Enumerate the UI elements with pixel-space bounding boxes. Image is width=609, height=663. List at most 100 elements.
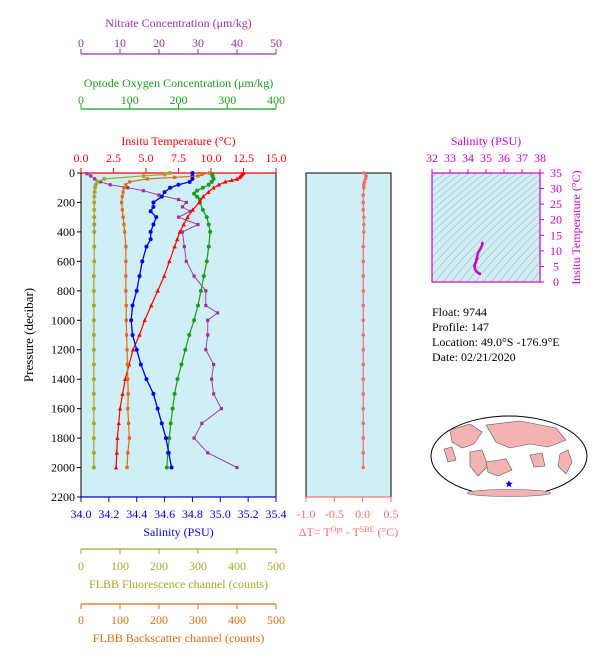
delta-point xyxy=(362,222,366,227)
nitrate-tick-label: 50 xyxy=(270,36,282,50)
oxygen-point xyxy=(200,207,205,212)
nitrate-point xyxy=(204,303,208,308)
ts-temperature-title: Insitu Temperature (°C) xyxy=(569,170,583,284)
isopycnal-line xyxy=(442,186,540,282)
ts-salinity-tick-label: 34 xyxy=(462,151,474,165)
fluorescence-point xyxy=(91,333,96,337)
salinity-point xyxy=(130,303,135,308)
backscatter-point xyxy=(126,377,130,381)
temperature-point xyxy=(130,347,136,352)
backscatter-point xyxy=(121,190,125,194)
backscatter-tick-label: 400 xyxy=(228,613,246,627)
ts-temperature-tick-label: 15 xyxy=(550,228,562,242)
delta-point xyxy=(362,215,366,219)
fluorescence-point xyxy=(93,185,98,190)
oxygen-point xyxy=(164,465,169,470)
oxygen-point xyxy=(206,244,211,249)
fluorescence-axis-title: FLBB Fluorescence channel (counts) xyxy=(89,577,268,591)
salinity-point xyxy=(151,200,156,205)
temperature-point xyxy=(201,194,206,199)
delta-point xyxy=(361,274,366,278)
nitrate-tick-label: 30 xyxy=(192,36,204,50)
map-land xyxy=(443,446,457,463)
backscatter-point xyxy=(126,392,130,396)
oxygen-point xyxy=(201,274,206,279)
pressure-tick-label: 1000 xyxy=(51,313,75,327)
backscatter-point xyxy=(125,465,129,470)
map-land xyxy=(485,458,513,477)
isopycnal-line xyxy=(432,173,470,204)
salinity-axis-title: Salinity (PSU) xyxy=(143,525,213,539)
salinity-tick-label: 35.4 xyxy=(266,507,287,521)
salinity-point xyxy=(137,274,142,279)
salinity-point xyxy=(151,391,156,396)
oxygen-point xyxy=(172,391,177,396)
ts-temperature-tick-label: 25 xyxy=(550,197,562,211)
nitrate-point xyxy=(212,392,216,396)
pressure-tick-label: 600 xyxy=(57,254,75,268)
temperature-point xyxy=(116,420,121,426)
ts-point xyxy=(479,246,483,250)
fluorescence-point xyxy=(102,176,107,181)
map-land xyxy=(557,449,573,475)
temperature-point xyxy=(142,317,147,323)
fluorescence-point xyxy=(91,274,96,279)
isopycnal-line xyxy=(432,173,446,184)
float-info: Float: 9744 Profile: 147 Location: 49.0°… xyxy=(432,305,560,365)
oxygen-point xyxy=(208,229,213,234)
temperature-point xyxy=(211,185,216,190)
oxygen-point xyxy=(192,318,197,323)
ts-point xyxy=(473,265,476,269)
delta-point xyxy=(362,185,366,190)
pressure-tick-label: 800 xyxy=(57,284,75,298)
salinity-tick-label: 34.0 xyxy=(71,507,92,521)
backscatter-point xyxy=(124,245,128,249)
oxygen-tick-label: 0 xyxy=(78,93,84,107)
temperature-point xyxy=(185,214,190,219)
nitrate-point xyxy=(108,183,112,187)
map-land xyxy=(485,420,567,449)
salinity-point xyxy=(190,171,195,175)
delta-point xyxy=(362,180,367,184)
nitrate-point xyxy=(210,377,214,381)
backscatter-point xyxy=(126,421,131,425)
pressure-tick-label: 2000 xyxy=(51,461,75,475)
isopycnal-line xyxy=(490,228,540,282)
backscatter-tick-label: 300 xyxy=(189,613,207,627)
backscatter-point xyxy=(126,407,130,411)
fluorescence-point xyxy=(92,200,97,205)
backscatter-point xyxy=(125,362,130,367)
backscatter-point xyxy=(123,230,127,234)
nitrate-point xyxy=(204,289,208,293)
salinity-point xyxy=(151,222,156,227)
temperature-point xyxy=(162,273,167,278)
ts-point xyxy=(478,248,481,252)
pressure-tick-label: 200 xyxy=(57,195,75,209)
pressure-tick-label: 1600 xyxy=(51,402,75,416)
fluorescence-tick-label: 400 xyxy=(228,559,246,573)
salinity-point xyxy=(168,185,173,190)
temperature-tick-label: 15.0 xyxy=(266,151,287,165)
fluorescence-point xyxy=(91,465,96,470)
oxygen-point xyxy=(206,182,211,187)
temperature-point xyxy=(114,450,119,455)
fluorescence-point xyxy=(92,244,97,249)
delta-point xyxy=(361,406,366,411)
ts-point xyxy=(478,272,482,275)
backscatter-point xyxy=(208,171,212,175)
fluorescence-point xyxy=(92,229,97,234)
map-land xyxy=(529,452,546,468)
fluorescence-point xyxy=(95,179,100,184)
pressure-axis-label: Pressure (decibar) xyxy=(21,288,36,382)
salinity-point xyxy=(144,244,149,249)
nitrate-point xyxy=(176,215,181,219)
fluorescence-tick-label: 0 xyxy=(78,559,84,573)
nitrate-tick-label: 10 xyxy=(114,36,126,50)
temperature-point xyxy=(229,177,234,183)
backscatter-point xyxy=(200,172,204,177)
temperature-point xyxy=(172,244,177,249)
fluorescence-point xyxy=(91,377,96,382)
backscatter-tick-label: 200 xyxy=(150,613,168,627)
ts-temperature-tick-label: 0 xyxy=(553,275,559,289)
delta-point xyxy=(361,392,366,396)
